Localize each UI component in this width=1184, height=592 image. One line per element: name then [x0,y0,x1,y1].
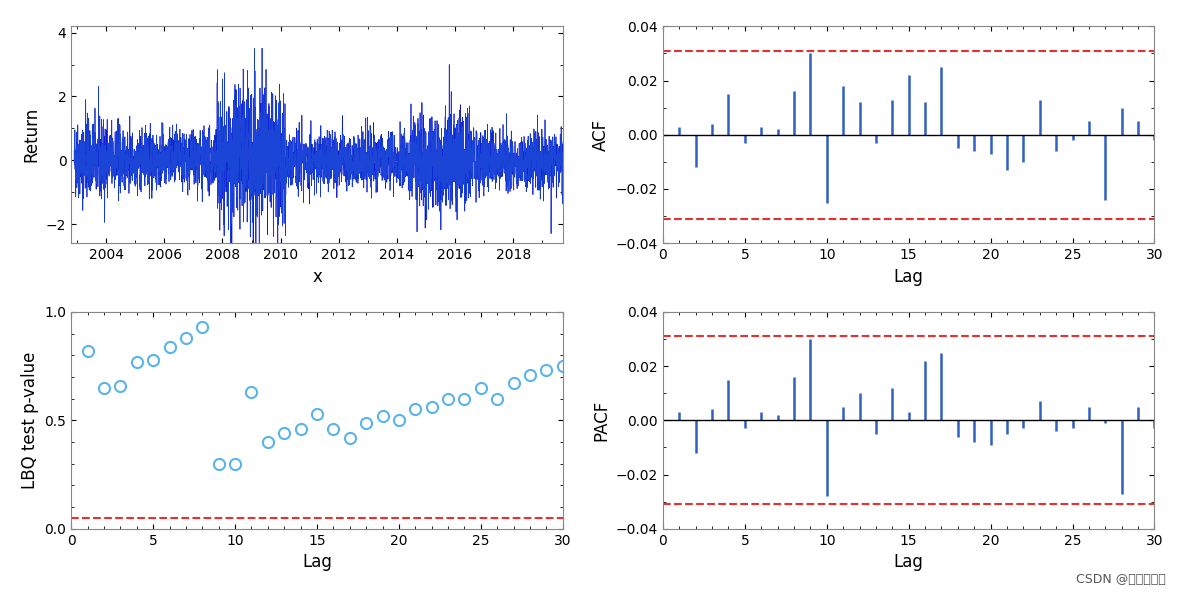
Y-axis label: Return: Return [22,107,40,162]
Text: CSDN @拓端研究室: CSDN @拓端研究室 [1076,573,1166,586]
X-axis label: Lag: Lag [302,553,332,571]
Y-axis label: LBQ test p-value: LBQ test p-value [21,352,39,489]
X-axis label: Lag: Lag [894,268,924,285]
X-axis label: x: x [313,268,322,285]
Y-axis label: ACF: ACF [592,118,610,151]
X-axis label: Lag: Lag [894,553,924,571]
Y-axis label: PACF: PACF [592,400,610,441]
